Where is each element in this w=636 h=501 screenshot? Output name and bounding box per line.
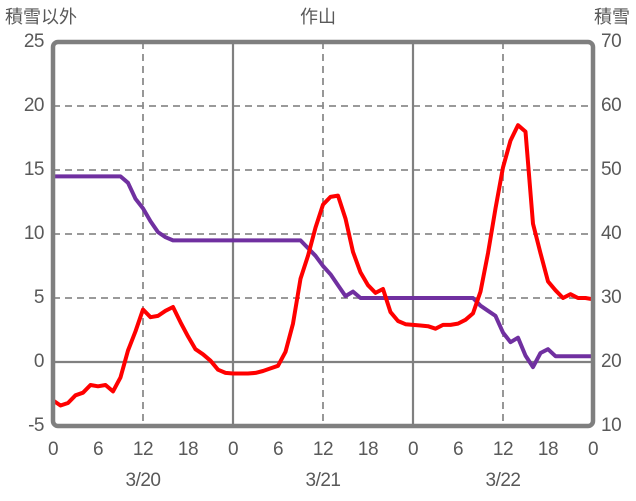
x-axis-hour-label: 12 — [132, 439, 154, 460]
right-axis-title: 積雪 — [594, 7, 630, 27]
chart-title: 作山 — [300, 7, 336, 27]
left-axis-tick-label: -5 — [28, 415, 44, 436]
right-axis-tick-label: 60 — [601, 95, 622, 116]
left-axis-tick-label: 15 — [23, 159, 45, 180]
left-axis-tick-label: 25 — [23, 31, 45, 52]
purple-series-line — [51, 174, 595, 370]
red-series-line — [51, 123, 595, 408]
right-axis-tick-label: 10 — [601, 415, 622, 436]
x-axis-hour-label: 6 — [92, 439, 104, 460]
x-axis-hour-label: 6 — [452, 439, 464, 460]
x-axis-hour-label: 0 — [587, 439, 599, 460]
left-axis-tick-label: 0 — [33, 351, 45, 372]
right-axis-tick-label: 70 — [601, 31, 622, 52]
plot-border — [50, 39, 596, 429]
x-axis-date-label: 3/22 — [485, 470, 521, 491]
x-axis-hour-label: 0 — [407, 439, 419, 460]
left-axis-tick-label: 10 — [23, 223, 45, 244]
x-axis-hour-label: 18 — [537, 439, 559, 460]
gridlines — [53, 42, 593, 426]
right-axis-tick-label: 50 — [601, 159, 622, 180]
right-axis-tick-label: 30 — [601, 287, 622, 308]
right-axis-tick-label: 20 — [601, 351, 622, 372]
x-axis-hour-label: 0 — [227, 439, 239, 460]
left-axis-title: 積雪以外 — [5, 7, 77, 27]
x-axis-hour-label: 18 — [177, 439, 199, 460]
x-axis-hour-label: 12 — [492, 439, 514, 460]
x-axis-hour-label: 6 — [272, 439, 284, 460]
x-axis-date-label: 3/20 — [125, 470, 161, 491]
x-axis-hour-label: 18 — [357, 439, 379, 460]
right-axis-tick-label: 40 — [601, 223, 622, 244]
left-axis-tick-label: 20 — [23, 95, 45, 116]
x-axis-hour-label: 0 — [47, 439, 59, 460]
x-axis-hour-label: 12 — [312, 439, 334, 460]
x-axis-date-label: 3/21 — [305, 470, 341, 491]
left-axis-tick-label: 5 — [33, 287, 45, 308]
